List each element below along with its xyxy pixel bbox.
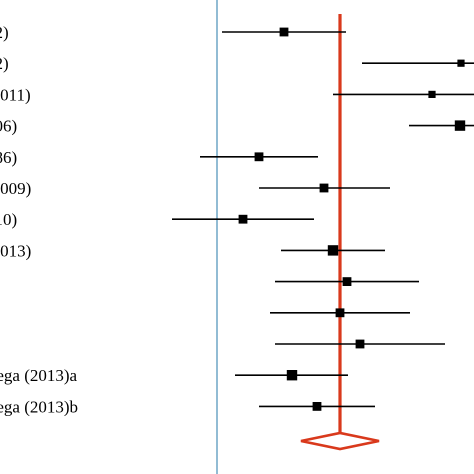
study-point-marker [327, 245, 339, 256]
study-point-marker [335, 308, 345, 318]
study-label: rtega (2013)b [0, 397, 78, 416]
study-point-marker [319, 183, 329, 193]
summary-diamond [300, 431, 380, 451]
study-label: 006) [0, 117, 17, 136]
study-point-marker [428, 90, 436, 98]
study-label: 010) [0, 210, 17, 229]
study-label: (2013) [0, 241, 31, 260]
study-point-marker [457, 59, 465, 67]
study-label: (2009) [0, 179, 31, 198]
study-point-marker [238, 214, 248, 224]
study-point-marker [312, 402, 322, 411]
study-label: 12) [0, 23, 9, 42]
study-point-marker [254, 152, 264, 162]
study-label: (2011) [0, 85, 31, 104]
study-point-marker [355, 339, 365, 349]
study-label: 986) [0, 148, 17, 167]
study-label: 12) [0, 54, 9, 73]
study-point-marker [454, 120, 466, 131]
study-point-marker [279, 27, 289, 37]
study-label: rtega (2013)a [0, 366, 78, 385]
study-point-marker [286, 370, 298, 381]
study-point-marker [342, 277, 352, 286]
